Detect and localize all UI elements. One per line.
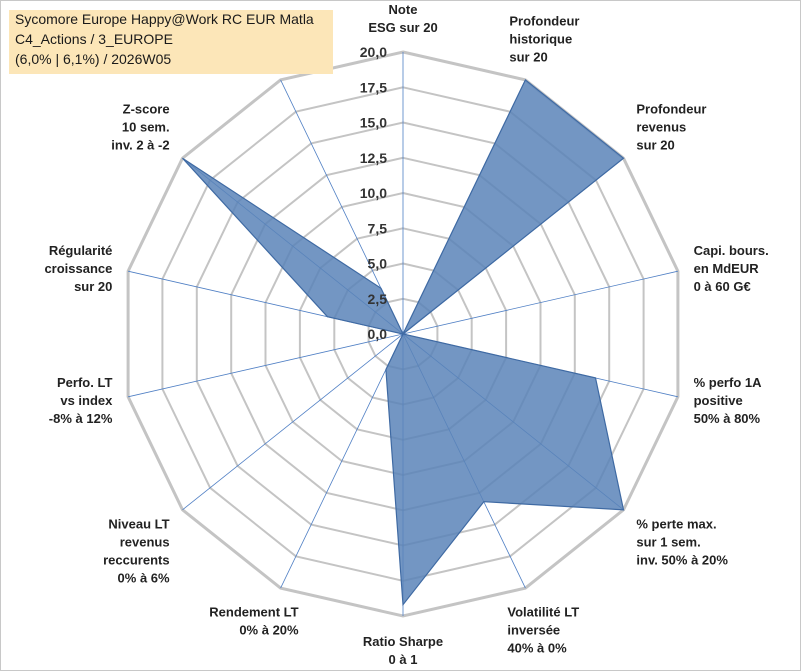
axis-label-7-line-0: Ratio Sharpe: [363, 634, 443, 649]
axis-label-11-line-0: Régularité: [49, 243, 113, 258]
axis-label-4-line-2: 50% à 80%: [694, 411, 761, 426]
axis-label-2: Profondeur revenus sur 20: [636, 101, 706, 152]
axis-label-3-line-1: en MdEUR: [694, 261, 760, 276]
data-series: [182, 78, 625, 607]
axis-label-2-line-0: Profondeur: [636, 101, 706, 116]
chart-title-box: Sycomore Europe Happy@Work RC EUR Matla …: [9, 10, 333, 74]
axis-label-5: % perte max. sur 1 sem. inv. 50% à 20%: [636, 517, 728, 568]
axis-label-1-line-2: sur 20: [509, 49, 547, 64]
axis-label-11-line-2: sur 20: [74, 279, 112, 294]
axis-label-9-line-3: 0% à 6%: [118, 571, 170, 586]
axis-label-6-line-1: inversée: [507, 623, 560, 638]
title-line-3: (6,0% | 6,1%) / 2026W05: [15, 51, 172, 67]
axis-label-9-line-2: reccurents: [103, 553, 169, 568]
axis-label-11-line-1: croissance: [44, 261, 112, 276]
axis-label-5-line-1: sur 1 sem.: [636, 535, 700, 550]
axis-label-7-line-1: 0 à 1: [389, 652, 418, 667]
spoke-10: [128, 333, 404, 398]
tick-labels: 0,0 2,5 5,0 7,5 10,0 12,5 15,0 17,5 20,0: [360, 44, 387, 342]
axis-label-4: % perfo 1A positive 50% à 80%: [694, 375, 763, 426]
axis-label-9-line-0: Niveau LT: [108, 517, 169, 532]
axis-label-10: Perfo. LT vs index -8% à 12%: [49, 375, 113, 426]
axis-label-3-line-2: 0 à 60 G€: [694, 279, 751, 294]
axis-label-0-line-0: Note: [389, 2, 418, 17]
axis-label-8-line-1: 0% à 20%: [239, 623, 299, 638]
axis-label-6-line-2: 40% à 0%: [507, 641, 567, 656]
axis-label-4-line-1: positive: [694, 393, 743, 408]
axis-label-2-line-1: revenus: [636, 119, 686, 134]
tick-label-6: 15,0: [360, 115, 387, 131]
tick-label-0: 0,0: [368, 326, 388, 342]
axis-label-1: Profondeur historique sur 20: [509, 13, 579, 64]
axis-label-12-line-0: Z-score: [123, 101, 170, 116]
axis-label-3: Capi. bours. en MdEUR 0 à 60 G€: [694, 243, 769, 294]
title-line-1: Sycomore Europe Happy@Work RC EUR Matla: [15, 11, 314, 27]
axis-label-6: Volatilité LT inversée 40% à 0%: [507, 605, 579, 656]
axis-label-1-line-0: Profondeur: [509, 13, 579, 28]
axis-label-11: Régularité croissance sur 20: [44, 243, 112, 294]
axis-label-0-line-1: ESG sur 20: [368, 20, 437, 35]
tick-label-5: 12,5: [360, 150, 387, 166]
tick-label-8: 20,0: [360, 44, 387, 60]
axis-label-10-line-1: vs index: [60, 393, 113, 408]
axis-label-12: Z-score 10 sem. inv. 2 à -2: [111, 101, 169, 152]
axis-label-0: Note ESG sur 20: [368, 2, 437, 35]
axis-label-5-line-2: inv. 50% à 20%: [636, 553, 728, 568]
axis-label-7: Ratio Sharpe 0 à 1: [363, 634, 443, 667]
title-line-2: C4_Actions / 3_EUROPE: [15, 31, 173, 47]
axis-label-8: Rendement LT 0% à 20%: [209, 605, 299, 638]
axis-label-10-line-0: Perfo. LT: [57, 375, 112, 390]
tick-label-7: 17,5: [360, 79, 387, 95]
axis-label-12-line-2: inv. 2 à -2: [111, 137, 169, 152]
spoke-3: [402, 270, 678, 335]
axis-label-4-line-0: % perfo 1A: [694, 375, 763, 390]
axis-label-2-line-2: sur 20: [636, 137, 674, 152]
axis-label-1-line-1: historique: [509, 31, 572, 46]
axis-label-9: Niveau LT revenus reccurents 0% à 6%: [103, 517, 170, 586]
series-area: [182, 78, 625, 607]
axis-label-9-line-1: revenus: [120, 535, 170, 550]
axis-label-6-line-0: Volatilité LT: [507, 605, 579, 620]
axis-label-3-line-0: Capi. bours.: [694, 243, 769, 258]
tick-label-4: 10,0: [360, 185, 387, 201]
spoke-8: [280, 333, 404, 589]
spoke-9: [182, 333, 404, 511]
axis-label-10-line-2: -8% à 12%: [49, 411, 113, 426]
tick-label-3: 7,5: [368, 220, 388, 236]
axis-label-8-line-0: Rendement LT: [209, 605, 298, 620]
axis-label-5-line-0: % perte max.: [636, 517, 716, 532]
tick-label-2: 5,0: [368, 256, 388, 272]
tick-label-1: 2,5: [368, 291, 388, 307]
axis-label-12-line-1: 10 sem.: [122, 119, 170, 134]
